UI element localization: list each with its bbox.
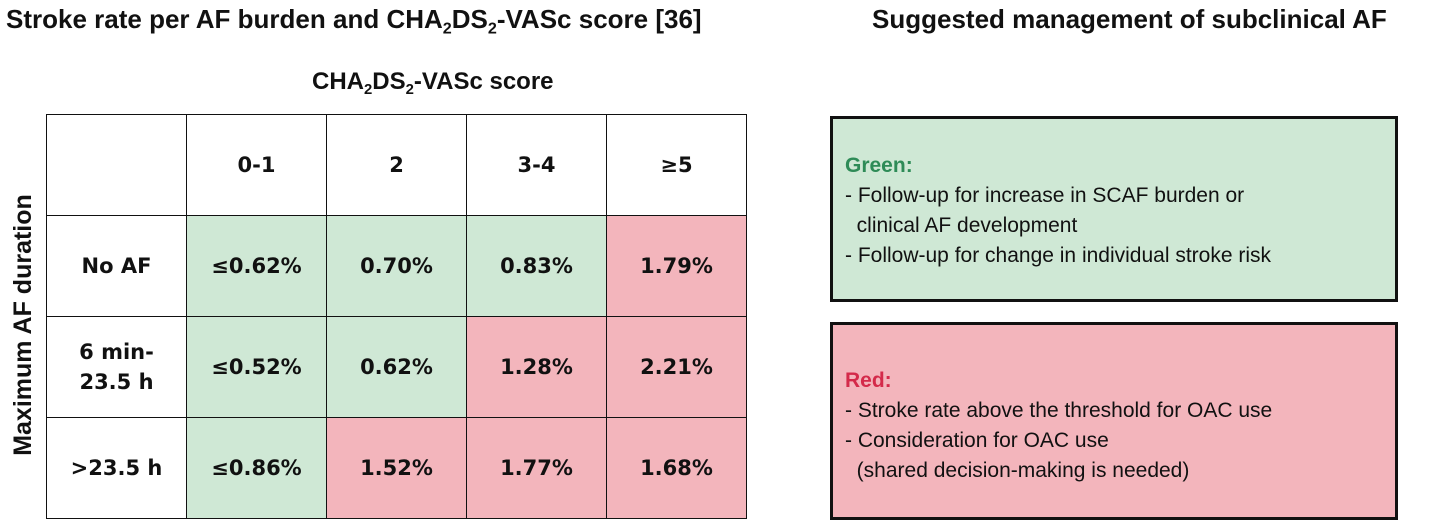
rate-cell: 2.21% <box>606 316 747 418</box>
red-line: - Stroke rate above the threshold for OA… <box>845 399 1273 422</box>
rate-cell: 1.68% <box>606 417 747 519</box>
rate-cell: ≤0.52% <box>186 316 327 418</box>
score-header-cha: CHA <box>312 68 364 95</box>
green-line: clinical AF development <box>845 214 1078 237</box>
rate-cell: 1.28% <box>466 316 607 418</box>
table-header-row: 0-1 2 3-4 ≥5 <box>46 114 747 216</box>
score-header-suffix: -VASc score <box>413 68 554 95</box>
y-axis-label: Maximum AF duration <box>9 194 37 456</box>
left-title-suffix: -VASc score [36] <box>496 4 702 34</box>
green-management-box: Green: - Follow-up for increase in SCAF … <box>830 116 1398 302</box>
green-line: - Follow-up for increase in SCAF burden … <box>845 184 1245 207</box>
stroke-rate-table: 0-1 2 3-4 ≥5 No AF ≤0.62% 0.70% 0.83% 1.… <box>46 114 747 519</box>
column-header: ≥5 <box>606 114 747 216</box>
rate-cell: 1.52% <box>326 417 467 519</box>
right-title: Suggested management of subclinical AF <box>872 4 1387 34</box>
row-label: 6 min- 23.5 h <box>46 316 187 418</box>
table-row: No AF ≤0.62% 0.70% 0.83% 1.79% <box>46 215 747 317</box>
row-label-line2: 23.5 h <box>79 370 154 394</box>
row-label-line1: 6 min- <box>79 340 154 364</box>
red-management-box: Red: - Stroke rate above the threshold f… <box>830 322 1398 520</box>
score-header-sub2: 2 <box>405 82 414 99</box>
rate-cell: ≤0.86% <box>186 417 327 519</box>
score-header-sub1: 2 <box>364 82 373 99</box>
row-label: >23.5 h <box>46 417 187 519</box>
column-header: 2 <box>326 114 467 216</box>
left-title-ds: DS <box>451 4 488 34</box>
table-corner-cell <box>46 114 187 216</box>
rate-cell: 1.77% <box>466 417 607 519</box>
rate-cell: 0.62% <box>326 316 467 418</box>
left-title-cha: CHA <box>386 4 443 34</box>
left-title-prefix: Stroke rate per AF burden and <box>6 4 387 34</box>
red-heading: Red: <box>845 369 892 392</box>
green-heading: Green: <box>845 154 913 177</box>
left-title-sub2: 2 <box>487 19 497 38</box>
rate-cell: 1.79% <box>606 215 747 317</box>
score-header-ds: DS <box>372 68 406 95</box>
red-line: - Consideration for OAC use <box>845 429 1109 452</box>
rate-cell: 0.83% <box>466 215 607 317</box>
red-line: (shared decision-making is needed) <box>845 459 1190 482</box>
column-header: 0-1 <box>186 114 327 216</box>
rate-cell: 0.70% <box>326 215 467 317</box>
left-title-sub1: 2 <box>442 19 452 38</box>
left-title: Stroke rate per AF burden and CHA2DS2-VA… <box>6 4 702 38</box>
rate-cell: ≤0.62% <box>186 215 327 317</box>
table-row: >23.5 h ≤0.86% 1.52% 1.77% 1.68% <box>46 417 747 519</box>
score-header: CHA2DS2-VASc score <box>312 68 554 99</box>
column-header: 3-4 <box>466 114 607 216</box>
table-row: 6 min- 23.5 h ≤0.52% 0.62% 1.28% 2.21% <box>46 316 747 418</box>
green-line: - Follow-up for change in individual str… <box>845 244 1272 267</box>
row-label: No AF <box>46 215 187 317</box>
